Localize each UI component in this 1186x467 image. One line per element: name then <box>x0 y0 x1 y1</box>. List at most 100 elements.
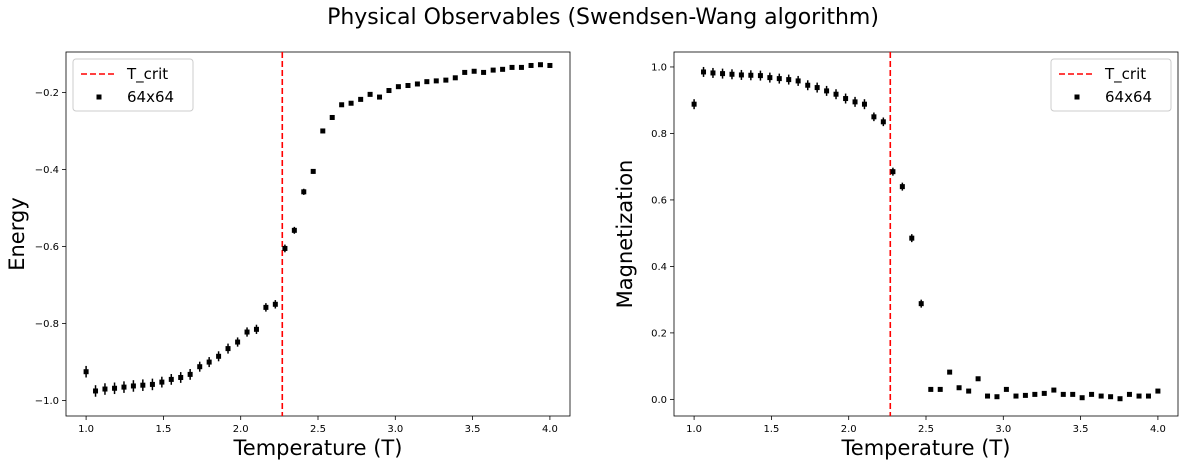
magnetization-legend-label: 64x64 <box>1105 88 1152 106</box>
magnetization-data-point <box>1079 395 1085 401</box>
energy-data-point <box>301 189 307 195</box>
magnetization-data-point <box>871 114 877 120</box>
energy-legend: T_crit 64x64 <box>72 58 194 112</box>
energy-data-point <box>121 384 127 390</box>
figure-title: Physical Observables (Swendsen-Wang algo… <box>327 5 879 30</box>
magnetization-y-axis-label: Magnetization <box>613 160 637 309</box>
magnetization-x-tick-label: 3.5 <box>1073 424 1089 435</box>
magnetization-legend-box <box>1050 58 1172 112</box>
energy-data-point <box>528 62 534 68</box>
energy-data-point <box>282 245 288 251</box>
energy-data-point <box>149 381 155 387</box>
magnetization-data-point <box>720 71 726 77</box>
magnetization-y-tick-label: 1.0 <box>651 62 667 73</box>
energy-data-point <box>93 388 99 394</box>
magnetization-data-point <box>1003 386 1009 392</box>
magnetization-legend-marker-swatch <box>1074 94 1080 100</box>
energy-data-point <box>358 96 364 102</box>
energy-data-point <box>433 78 439 84</box>
magnetization-legend-label: T_crit <box>1104 65 1146 84</box>
energy-data-point <box>83 369 89 375</box>
magnetization-data-point <box>710 70 716 76</box>
energy-x-tick-label: 3.0 <box>387 424 403 435</box>
energy-data-point <box>537 62 543 68</box>
energy-panel: 1.0 1.5 2.0 2.5 3.0 3.5 4.0 −1.0 −0.8 −0.6 −0.4 −0.… <box>5 51 571 460</box>
magnetization-x-tick-label: 1.0 <box>686 424 702 435</box>
energy-data-point <box>235 339 241 345</box>
energy-data-point <box>481 69 487 75</box>
magnetization-data-point <box>1136 393 1142 399</box>
energy-legend-marker-swatch <box>96 94 102 100</box>
magnetization-x-axis-label: Temperature (T) <box>841 436 1011 460</box>
magnetization-data-point <box>861 101 867 107</box>
magnetization-data-point <box>928 386 934 392</box>
energy-data-point <box>244 329 250 335</box>
energy-data-point <box>395 84 401 90</box>
energy-data-point <box>329 114 335 120</box>
magnetization-panel: 1.0 1.5 2.0 2.5 3.0 3.5 4.0 0.0 0.2 0.4 0.6 0.8 1.0 T… <box>613 51 1179 460</box>
magnetization-x-tick-label: 3.0 <box>995 424 1011 435</box>
energy-data-point <box>414 81 420 87</box>
magnetization-data-point <box>1013 393 1019 399</box>
magnetization-x-tick-label: 2.0 <box>841 424 857 435</box>
energy-data-point <box>452 75 458 81</box>
magnetization-data-point <box>852 99 858 105</box>
energy-data-point <box>187 371 193 377</box>
magnetization-y-tick-label: 0.4 <box>651 262 667 273</box>
magnetization-legend: T_crit 64x64 <box>1050 58 1172 112</box>
magnetization-data-point <box>748 72 754 78</box>
energy-data-point <box>140 382 146 388</box>
energy-x-tick-label: 1.0 <box>78 424 94 435</box>
energy-data-point <box>310 168 316 174</box>
energy-data-point <box>291 227 297 233</box>
energy-y-tick-label: −0.8 <box>35 319 59 330</box>
magnetization-data-point <box>1155 388 1161 394</box>
magnetization-data-point <box>1117 396 1123 402</box>
energy-data-point <box>263 304 269 310</box>
energy-x-tick-label: 3.5 <box>465 424 481 435</box>
magnetization-data-point <box>1089 391 1095 397</box>
magnetization-data-point <box>795 78 801 84</box>
energy-data-point <box>130 383 136 389</box>
magnetization-y-tick-label: 0.8 <box>651 129 667 140</box>
energy-data-point <box>500 66 506 72</box>
energy-data-point <box>112 385 118 391</box>
energy-x-tick-label: 2.0 <box>233 424 249 435</box>
magnetization-y-tick-label: 0.6 <box>651 195 667 206</box>
energy-legend-box <box>72 58 194 112</box>
magnetization-data-point <box>1060 391 1066 397</box>
magnetization-data-point <box>1070 391 1076 397</box>
magnetization-data-point <box>956 385 962 391</box>
energy-legend-label: T_crit <box>126 65 168 84</box>
energy-data-point <box>339 102 345 108</box>
magnetization-data-point <box>1126 391 1132 397</box>
magnetization-data-point <box>994 394 1000 400</box>
energy-y-tick-label: −0.2 <box>35 88 59 99</box>
magnetization-data-point <box>899 184 905 190</box>
energy-data-point <box>348 100 354 106</box>
energy-x-axis-label: Temperature (T) <box>233 436 403 460</box>
magnetization-data-point <box>918 301 924 307</box>
energy-data-point <box>320 128 326 134</box>
energy-x-tick-label: 2.5 <box>310 424 326 435</box>
magnetization-data-point <box>1051 387 1057 393</box>
magnetization-data-point <box>833 91 839 97</box>
magnetization-data-point <box>966 388 972 394</box>
magnetization-data-point <box>890 169 896 175</box>
energy-data-point <box>178 374 184 380</box>
energy-data-point <box>386 88 392 94</box>
energy-data-point <box>443 77 449 83</box>
magnetization-data-point <box>757 73 763 79</box>
magnetization-data-point <box>880 119 886 125</box>
energy-y-tick-label: −0.6 <box>35 242 59 253</box>
magnetization-data-point <box>776 76 782 82</box>
energy-data-point <box>424 79 430 85</box>
energy-data-point <box>405 83 411 89</box>
energy-data-point <box>216 353 222 359</box>
energy-y-tick-label: −0.4 <box>35 165 59 176</box>
magnetization-x-tick-label: 4.0 <box>1150 424 1166 435</box>
magnetization-data-point <box>909 235 915 241</box>
energy-data-point <box>197 364 203 370</box>
